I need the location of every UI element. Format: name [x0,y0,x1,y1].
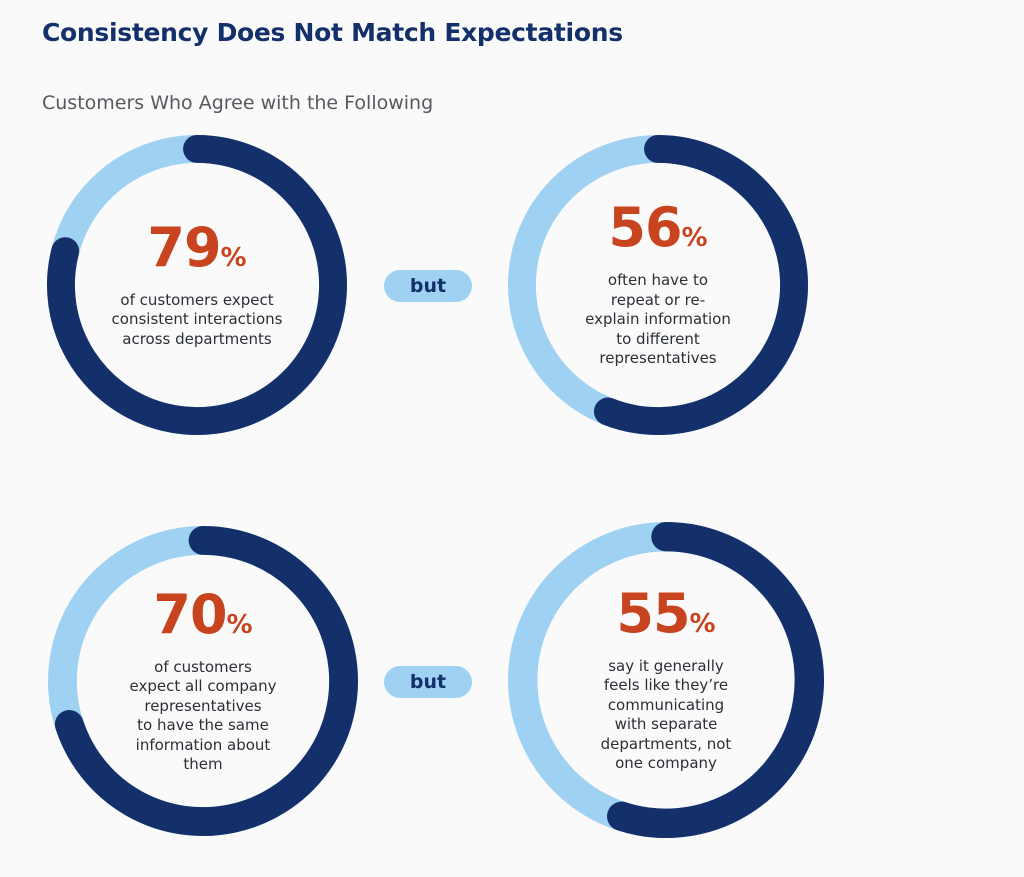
value-arc [607,522,824,838]
value-arc [47,135,347,435]
but-connector-2: but [384,666,472,698]
donut-svg [507,134,809,436]
stat-description: say it generally feels like they’re comm… [600,656,732,773]
percent-value: 79% [147,215,247,279]
stat-description: of customers expect all company represen… [129,657,277,774]
stat-description: often have to repeat or re- explain info… [585,271,731,368]
page-subtitle: Customers Who Agree with the Following [42,92,434,114]
but-connector-1: but [384,270,472,302]
percent-value: 56% [608,196,708,260]
donut-svg [46,134,348,436]
value-arc [593,135,808,435]
donut-svg [508,522,824,838]
donut-chart-1: 79% of customers expect consistent inter… [46,134,348,436]
donut-svg [47,525,359,837]
page-title: Consistency Does Not Match Expectations [42,18,623,47]
percent-value: 55% [616,581,716,645]
donut-chart-2: 56% often have to repeat or re- explain … [507,134,809,436]
stat-description: of customers expect consistent interacti… [111,290,283,348]
percent-value: 70% [153,582,253,646]
value-arc [54,526,358,836]
donut-chart-4: 55% say it generally feels like they’re … [508,522,824,838]
donut-chart-3: 70% of customers expect all company repr… [47,525,359,837]
